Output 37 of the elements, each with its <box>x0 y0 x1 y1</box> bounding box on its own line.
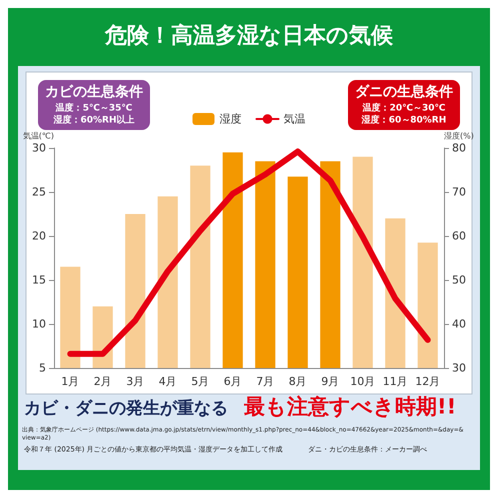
legend-label: 湿度 <box>220 112 242 126</box>
chart-title: 危険！高温多湿な日本の気候 <box>104 22 394 48</box>
x-tick-label: 9月 <box>321 375 340 388</box>
text: カビ・ダニの発生が重なる <box>24 398 228 418</box>
x-tick-label: 1月 <box>61 375 80 388</box>
y2-tick-label: 60 <box>452 230 466 242</box>
y-tick-label: 5 <box>39 362 46 374</box>
x-tick-label: 2月 <box>94 375 112 388</box>
x-tick-label: 4月 <box>158 375 177 388</box>
y-tick-label: 25 <box>32 186 46 198</box>
y-tick-label: 15 <box>32 274 46 286</box>
y2-tick-label: 40 <box>452 318 466 330</box>
x-tick-label: 11月 <box>382 375 408 388</box>
y-tick-label: 10 <box>32 318 46 330</box>
text: 温度：5℃～35℃ <box>54 102 132 114</box>
y-axis-title: 気温(℃) <box>22 132 54 140</box>
x-tick-label: 10月 <box>350 375 376 388</box>
y2-tick-label: 50 <box>452 274 466 286</box>
text: 湿度：60%RH以上 <box>52 114 135 126</box>
text: 温度：20℃～30℃ <box>362 102 446 114</box>
text: ダニの生息条件 <box>355 84 453 100</box>
text: 最も注意すべき時期!! <box>243 394 456 418</box>
x-tick-label: 5月 <box>191 375 210 388</box>
text: 湿度：60～80%RH <box>360 114 446 126</box>
legend-label: 気温 <box>284 112 306 126</box>
y2-tick-label: 80 <box>452 142 466 154</box>
y2-tick-label: 70 <box>452 186 466 198</box>
x-tick-label: 6月 <box>224 375 242 388</box>
text: カビの生息条件 <box>45 84 143 100</box>
y2-tick-label: 30 <box>452 362 466 374</box>
y-tick-label: 20 <box>32 230 46 242</box>
y2-axis-title: 湿度(%) <box>444 132 474 140</box>
x-tick-label: 7月 <box>256 375 274 388</box>
y-tick-label: 30 <box>32 142 46 154</box>
x-tick-label: 3月 <box>126 375 144 388</box>
x-tick-label: 12月 <box>415 375 440 388</box>
x-tick-label: 8月 <box>288 375 307 388</box>
